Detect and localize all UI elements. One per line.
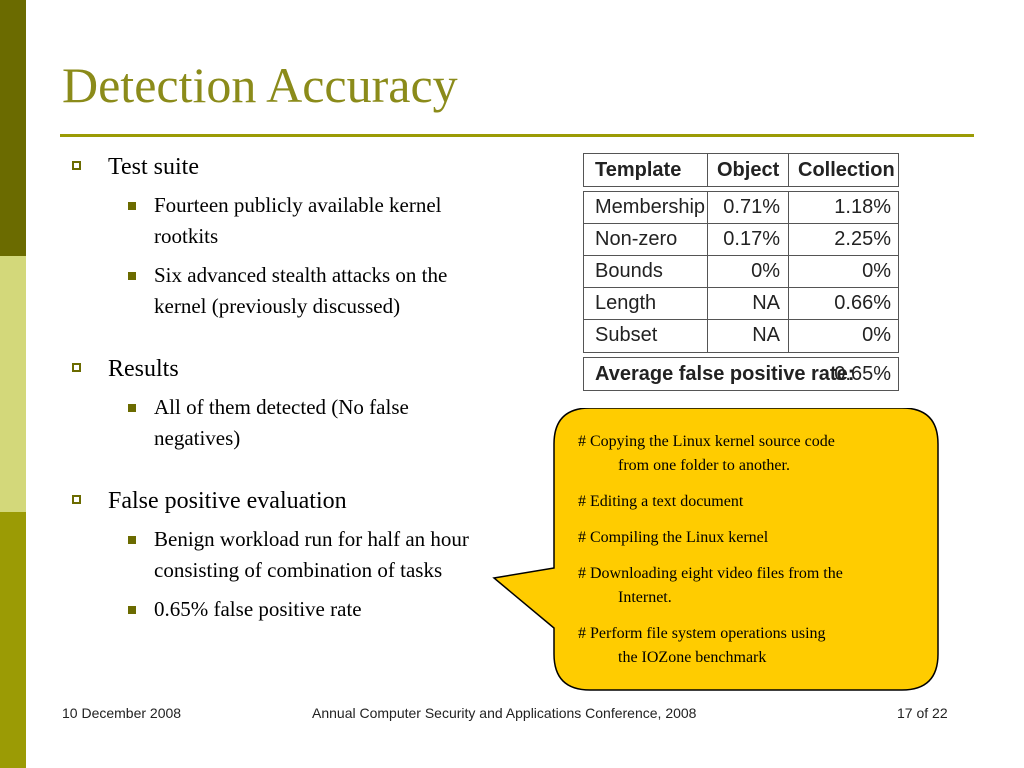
table-cell: Membership	[595, 196, 706, 218]
square-bullet-icon	[128, 404, 136, 412]
bullet-test-suite: Test suite	[72, 152, 502, 182]
square-bullet-icon	[128, 202, 136, 210]
table-cell: NA	[752, 324, 780, 346]
table-cell: Length	[595, 292, 657, 314]
table-body-box	[583, 191, 899, 353]
table-cell: Bounds	[595, 260, 663, 282]
square-bullet-icon	[128, 272, 136, 280]
hollow-square-bullet-icon	[72, 161, 81, 170]
table-cell: 0.71%	[723, 196, 780, 218]
footer-date: 10 December 2008	[62, 705, 182, 721]
square-bullet-icon	[128, 536, 136, 544]
footer-conference: Annual Computer Security and Application…	[312, 705, 697, 721]
list-item: # Downloading eight video files from the…	[578, 565, 843, 606]
list-item: # Copying the Linux kernel source code fr…	[578, 433, 835, 474]
sidebar-decoration	[0, 0, 26, 768]
square-bullet-icon	[128, 606, 136, 614]
sub-bullet: Fourteen publicly available kernel rootk…	[72, 190, 492, 252]
table-cell: 0%	[862, 260, 891, 282]
footer-page-number: 17 of 22	[897, 705, 948, 721]
sub-bullet: Six advanced stealth attacks on the kern…	[72, 260, 492, 322]
speech-bubble-shape	[492, 408, 939, 691]
sub-bullet: Benign workload run for half an hour con…	[72, 524, 492, 586]
table-cell: 0.66%	[834, 292, 891, 314]
table-header-cell: Template	[595, 159, 682, 181]
table-cell: 1.18%	[834, 196, 891, 218]
sidebar-band-dark	[0, 0, 26, 256]
slide-title: Detection Accuracy	[62, 57, 458, 113]
table-cell: 0%	[862, 324, 891, 346]
callout-text: # Copying the Linux kernel source code fr…	[578, 430, 918, 682]
summary-label: Average false positive rate:	[595, 363, 855, 385]
sub-bullet: 0.65% false positive rate	[72, 594, 492, 625]
list-item: # Compiling the Linux kernel	[578, 529, 769, 546]
list-item: # Editing a text document	[578, 493, 744, 510]
table-cell: 0%	[751, 260, 780, 282]
bullet-results: Results	[72, 354, 502, 384]
table-cell: Subset	[595, 324, 658, 346]
table-cell: 0.17%	[723, 228, 780, 250]
table-cell: 2.25%	[834, 228, 891, 250]
sidebar-band-mid	[0, 512, 26, 768]
table-summary-box	[583, 357, 899, 391]
table-header-cell: Collection	[798, 159, 895, 181]
table-cell: NA	[752, 292, 780, 314]
workload-callout: # Copying the Linux kernel source code fr…	[490, 408, 942, 692]
sub-bullet: All of them detected (No false negatives…	[72, 392, 492, 454]
table-cell: Non-zero	[595, 228, 678, 250]
summary-value: 0.65%	[834, 363, 891, 385]
hollow-square-bullet-icon	[72, 363, 81, 372]
title-divider	[60, 134, 974, 137]
table-header-box	[583, 153, 899, 187]
table-header-cell: Object	[717, 159, 780, 181]
bullet-false-positive: False positive evaluation	[72, 486, 502, 516]
hollow-square-bullet-icon	[72, 495, 81, 504]
bullet-list: Test suite Fourteen publicly available k…	[72, 152, 502, 625]
sidebar-band-light	[0, 256, 26, 512]
list-item: # Perform file system operations using th…	[578, 625, 826, 666]
